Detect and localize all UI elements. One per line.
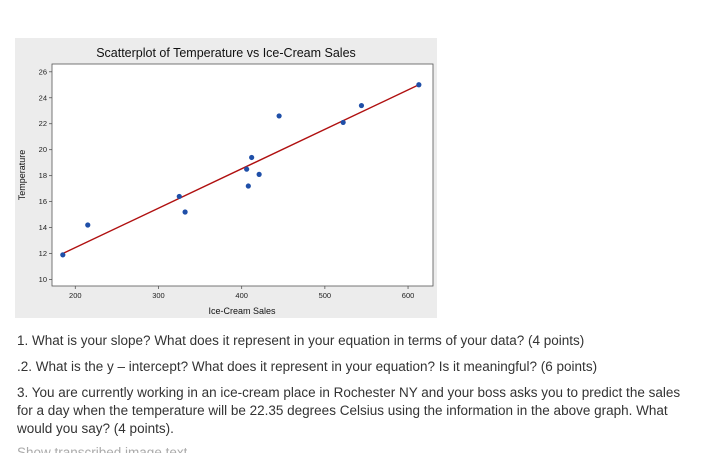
y-tick-label: 24 (39, 93, 47, 102)
y-tick-label: 22 (39, 119, 47, 128)
regression-line (62, 84, 420, 255)
y-axis-label: Temperature (17, 150, 27, 201)
scatterplot: Scatterplot of Temperature vs Ice-Cream … (17, 46, 434, 316)
x-tick-label: 200 (69, 291, 82, 300)
data-point (85, 222, 91, 228)
axis-ticks: 200 300 400 500 600 10 12 14 16 18 20 22 24 26 (39, 67, 415, 300)
plot-area (51, 63, 434, 287)
data-point (256, 171, 262, 177)
question-2: .2. What is the y – intercept? What does… (17, 359, 598, 374)
y-tick-label: 16 (39, 197, 47, 206)
chart-title: Scatterplot of Temperature vs Ice-Cream … (96, 46, 356, 60)
y-tick-label: 14 (39, 223, 47, 232)
data-points (60, 82, 422, 258)
transcribed-text-link[interactable]: Show transcribed image text (17, 446, 187, 453)
chart-panel: Scatterplot of Temperature vs Ice-Cream … (15, 38, 437, 318)
question-3: 3. You are currently working in an ice-c… (17, 385, 681, 436)
question-list: 1. What is your slope? What does it repr… (17, 332, 687, 446)
x-tick-label: 500 (319, 291, 332, 300)
data-point (245, 183, 251, 189)
y-tick-label: 26 (39, 67, 47, 76)
y-tick-label: 10 (39, 275, 47, 284)
data-point (249, 154, 255, 161)
x-tick-label: 300 (152, 291, 165, 300)
data-point (340, 119, 346, 126)
question-1: 1. What is your slope? What does it repr… (17, 333, 585, 348)
data-point (276, 113, 282, 119)
x-axis-label: Ice-Cream Sales (208, 306, 276, 316)
data-point (176, 193, 182, 200)
fit-line-group (62, 84, 420, 255)
x-tick-label: 400 (235, 291, 248, 300)
y-tick-label: 12 (39, 249, 47, 258)
x-tick-label: 600 (402, 291, 415, 300)
data-point (60, 252, 66, 258)
data-point (182, 209, 188, 215)
y-tick-label: 18 (39, 171, 47, 180)
data-point (358, 102, 365, 109)
y-tick-label: 20 (39, 145, 47, 154)
data-point (416, 82, 422, 88)
data-point (244, 166, 250, 172)
